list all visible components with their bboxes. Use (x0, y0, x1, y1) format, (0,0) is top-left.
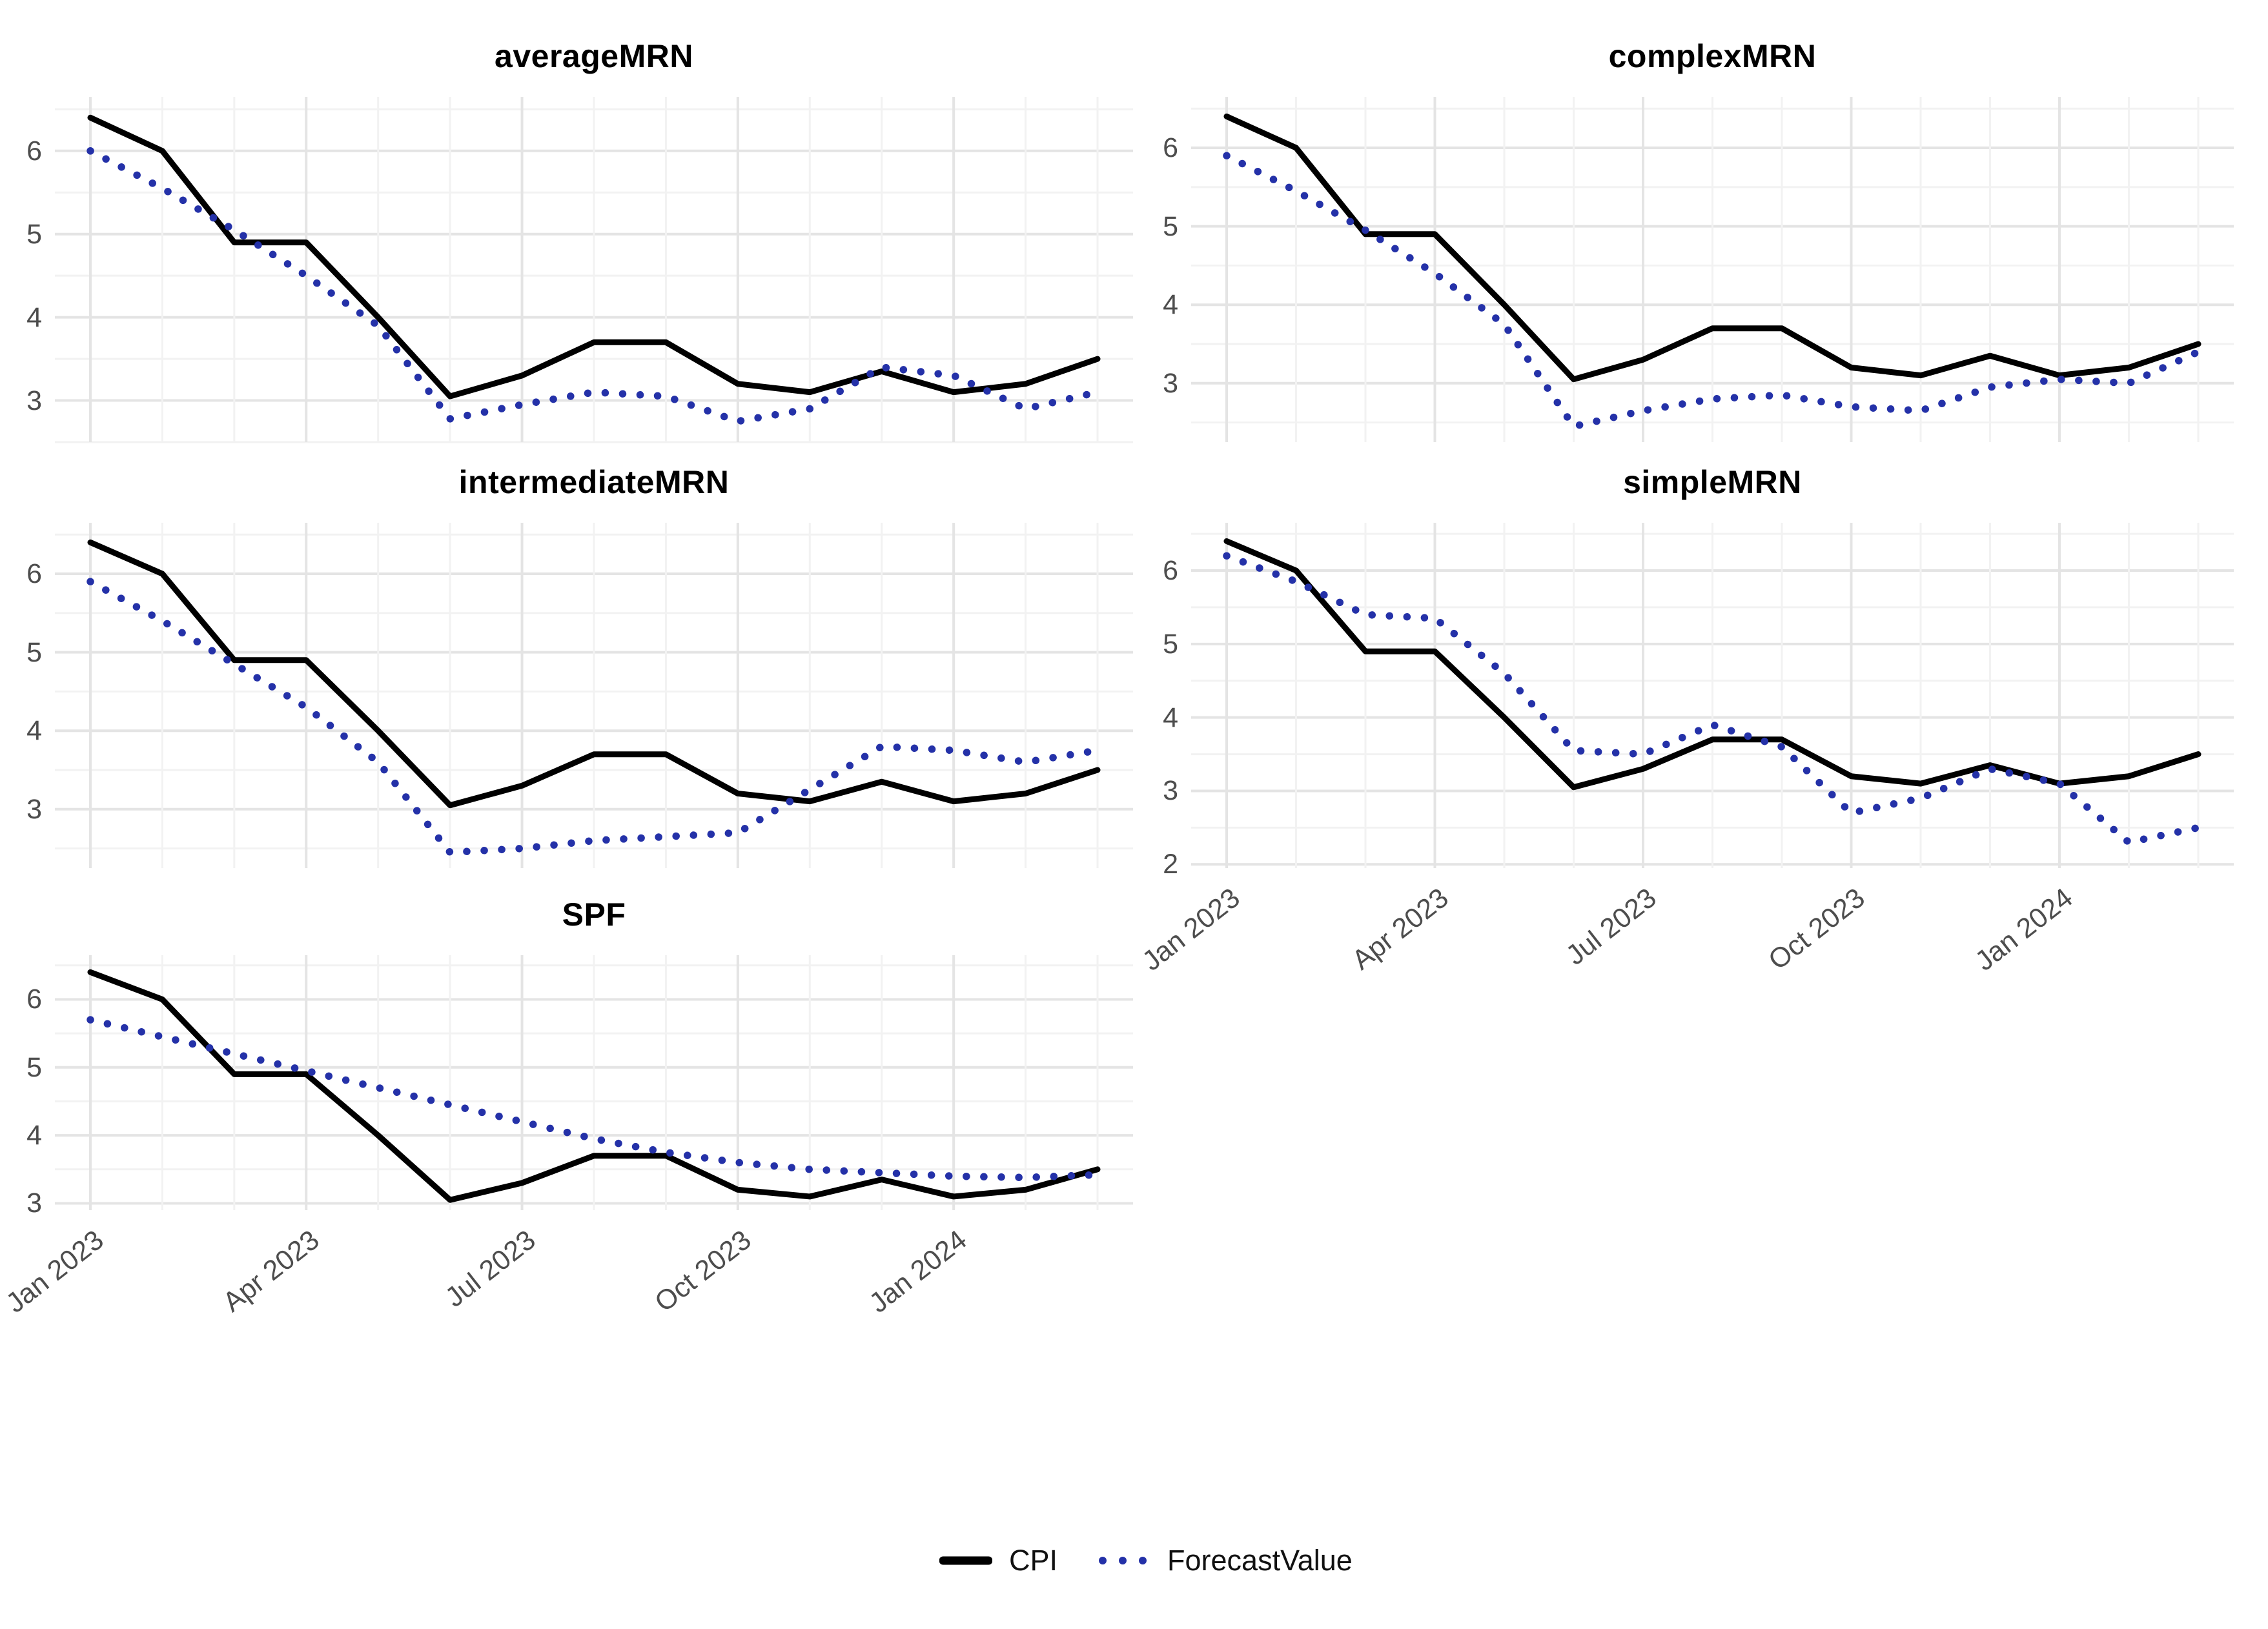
legend-label: CPI (1009, 1544, 1058, 1577)
x-tick-label: Apr 2023 (1345, 882, 1455, 976)
gridlines (55, 523, 1133, 868)
y-tick-label: 3 (26, 385, 42, 416)
y-tick-label: 5 (26, 636, 42, 668)
y-tick-label: 6 (1163, 132, 1178, 164)
x-tick-label: Jan 2024 (863, 1224, 973, 1319)
line-chart (1191, 523, 2234, 868)
cpi-line (1223, 538, 2202, 791)
y-tick-label: 6 (26, 558, 42, 590)
cpi-line (1223, 113, 2202, 383)
x-tick-label: Jan 2024 (1969, 882, 2079, 977)
chart-legend: CPI ForecastValue (939, 1544, 1353, 1577)
dotted-line-key-icon (1099, 1557, 1147, 1564)
forecast-dotted-line (87, 578, 1101, 856)
panel-title: SPF (562, 896, 626, 933)
line-chart (55, 955, 1133, 1210)
y-tick-label: 5 (26, 218, 42, 250)
y-tick-label: 3 (1163, 367, 1178, 399)
legend-label: ForecastValue (1167, 1544, 1353, 1577)
y-tick-label: 2 (1163, 849, 1178, 880)
panel-title: averageMRN (495, 38, 693, 74)
x-tick-label: Oct 2023 (1762, 882, 1871, 976)
y-tick-label: 3 (26, 793, 42, 825)
y-tick-label: 3 (1163, 775, 1178, 807)
line-chart (1191, 97, 2234, 442)
line-chart (55, 523, 1133, 868)
line-chart (55, 97, 1133, 443)
y-tick-label: 3 (26, 1188, 42, 1219)
y-tick-label: 4 (26, 301, 42, 333)
panel-title: complexMRN (1608, 38, 1817, 74)
panel-complexMRN: complexMRN 3 4 5 6 (1163, 38, 2234, 442)
cpi-line (87, 539, 1101, 809)
y-tick-label: 6 (1163, 554, 1178, 586)
panel-simpleMRN: simpleMRN 2 3 4 5 6 Jan 2023 Apr 2023 Jul 2023 O… (1137, 464, 2234, 977)
panel-intermediateMRN: intermediateMRN 3 4 5 6 (26, 464, 1133, 868)
y-tick-label: 5 (26, 1051, 42, 1083)
x-tick-label: Jul 2023 (439, 1224, 542, 1313)
y-tick-label: 4 (26, 1120, 42, 1151)
y-tick-label: 5 (1163, 210, 1178, 242)
forecast-dotted-line (1223, 552, 2202, 846)
y-tick-label: 5 (1163, 628, 1178, 660)
y-tick-label: 4 (26, 715, 42, 747)
cpi-line (87, 969, 1101, 1203)
gridlines (55, 955, 1133, 1210)
gridlines (1191, 523, 2234, 868)
y-tick-label: 6 (26, 984, 42, 1015)
panel-averageMRN: averageMRN 3 4 5 6 (26, 38, 1133, 443)
panel-title: simpleMRN (1623, 464, 1802, 500)
gridlines (1191, 97, 2234, 442)
legend-item-forecastvalue: ForecastValue (1095, 1544, 1353, 1577)
forecast-dotted-line (87, 147, 1101, 425)
forecast-dotted-line (87, 1016, 1101, 1182)
x-tick-label: Jul 2023 (1560, 882, 1662, 971)
y-tick-label: 6 (26, 135, 42, 167)
panel-SPF: SPF 3 4 5 6 Jan 2023 Apr 2023 Jul 2023 Oct 2023… (1, 896, 1133, 1319)
panel-title: intermediateMRN (458, 464, 730, 500)
y-tick-label: 4 (1163, 289, 1178, 321)
x-tick-label: Oct 2023 (649, 1224, 757, 1319)
legend-item-cpi: CPI (939, 1544, 1057, 1577)
x-tick-label: Apr 2023 (217, 1224, 325, 1319)
y-tick-label: 4 (1163, 702, 1178, 733)
x-tick-label: Jan 2023 (0, 1224, 110, 1319)
solid-line-key-icon (939, 1556, 992, 1565)
